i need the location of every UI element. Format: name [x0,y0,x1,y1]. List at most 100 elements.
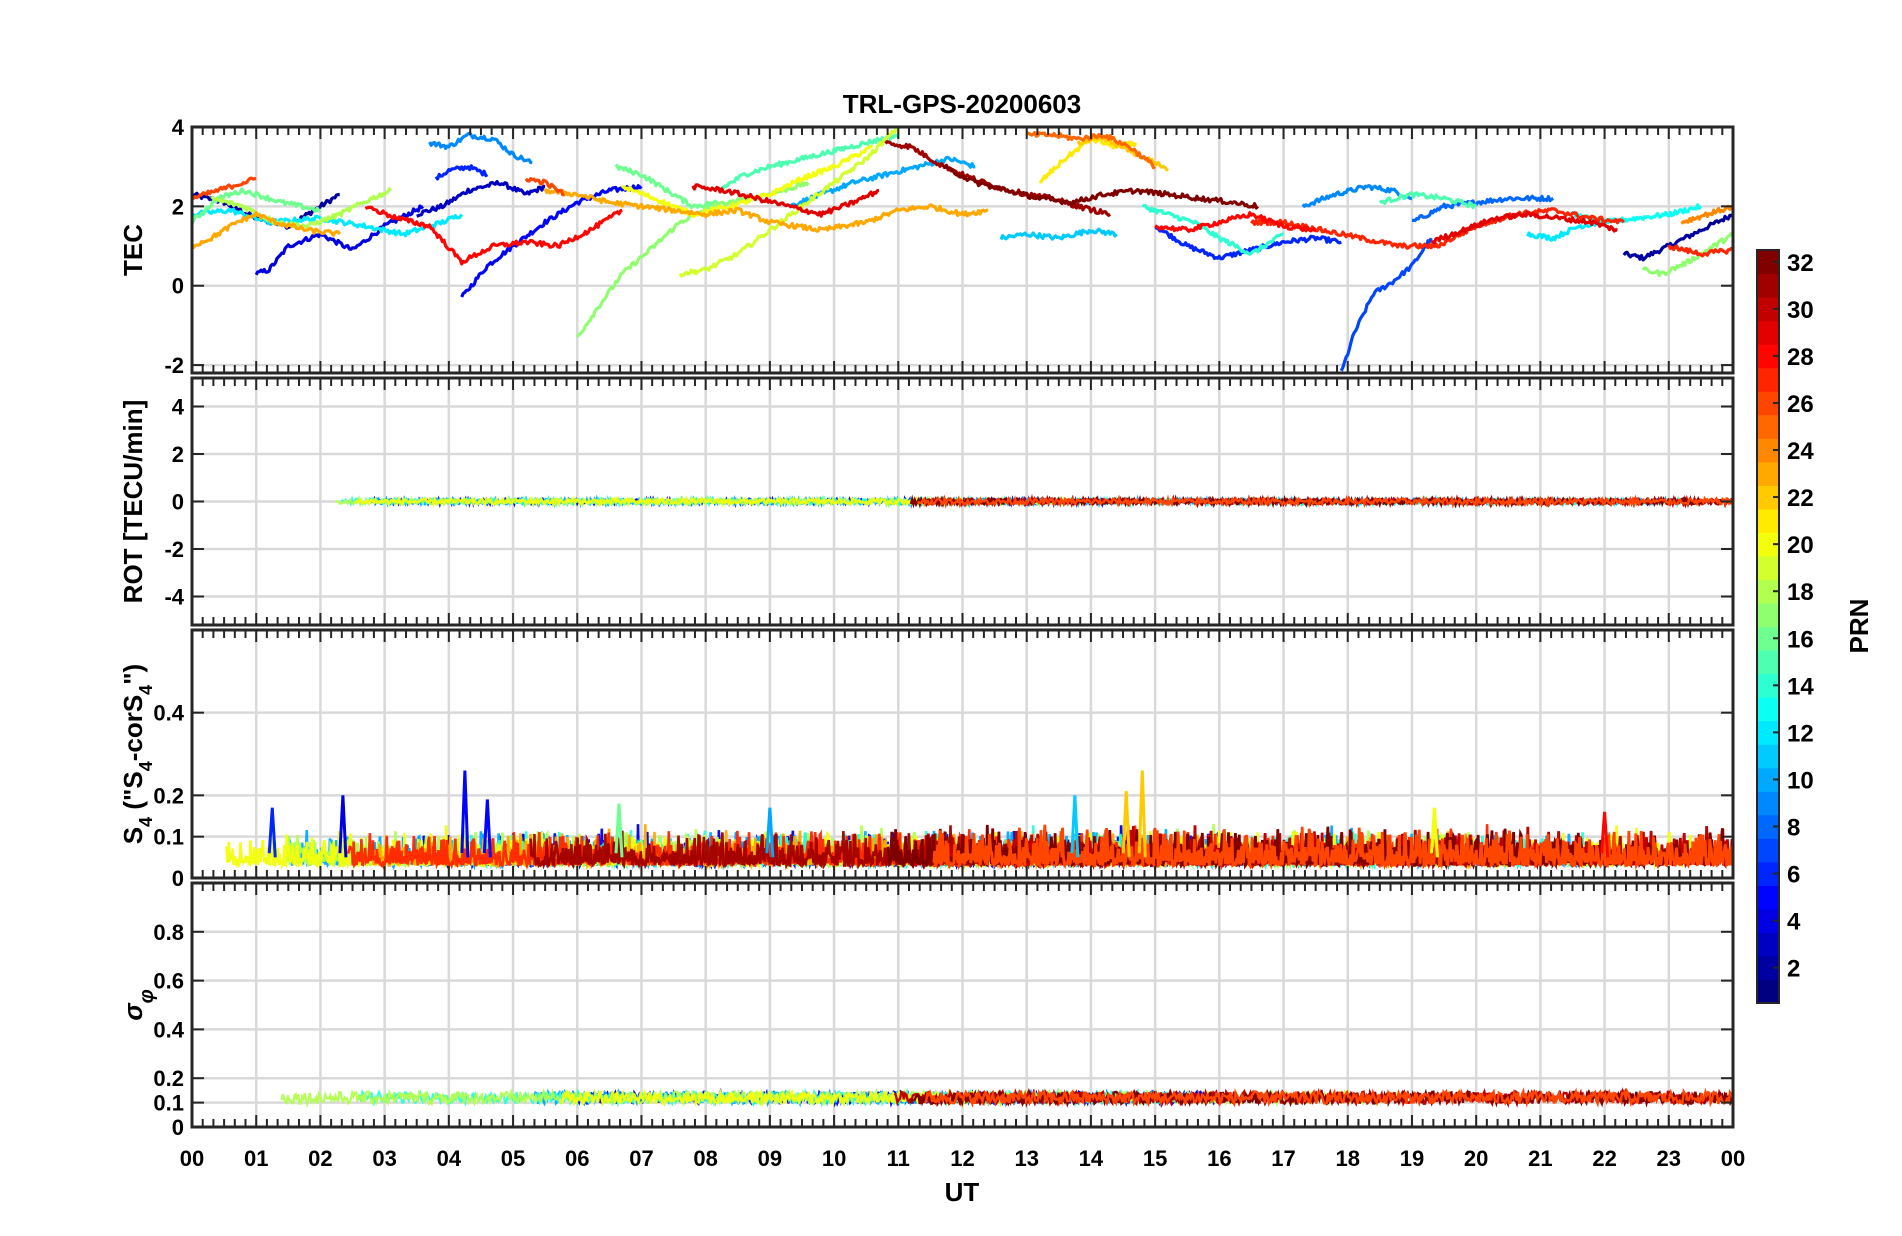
x-tick-label: 17 [1271,1146,1295,1171]
colorbar-bin [1757,697,1779,722]
x-tick-label: 21 [1528,1146,1552,1171]
x-tick-label: 03 [372,1146,396,1171]
colorbar-tick-label: 4 [1787,909,1801,936]
x-axis-label: UT [945,1177,980,1207]
colorbar-bin [1757,391,1779,416]
x-tick-label: 10 [822,1146,846,1171]
panel-s4: 0 0.1 0.2 0.4S4 ("S4-corS4") [118,628,1735,891]
y-tick-label: 4 [172,395,185,420]
sigma-trace [924,1087,1733,1108]
x-tick-label: 00 [1721,1146,1745,1171]
panel-tec: -2 0 2 4 TEC [118,115,1735,378]
s4-spike [1070,795,1080,858]
colorbar-tick-label: 18 [1787,579,1814,606]
y-tick-label: 0 [172,1115,184,1140]
colorbar-bin [1757,908,1779,934]
tec-series-prn-8 [1411,194,1554,222]
colorbar-bin [1757,955,1779,981]
colorbar-label: PRN [1844,599,1874,654]
colorbar-bin [1757,720,1779,745]
rot-data [334,493,1733,509]
tec-series-prn-15 [1378,191,1478,210]
s4-spike [482,799,492,858]
y-tick-label: 2 [172,442,184,467]
x-tick-label: 07 [629,1146,653,1171]
tec-series-prn-6 [434,164,489,181]
tec-series-prn-29 [1430,210,1618,245]
colorbar-bin [1757,650,1779,675]
s4-spike [1121,791,1131,858]
tec-series-prn-3 [416,179,546,218]
rot-trace [917,494,1733,509]
y-tick-label: 0.2 [153,783,184,808]
colorbar-bin [1757,438,1779,463]
colorbar-bin [1757,297,1779,322]
colorbar-tick-label: 30 [1787,297,1814,324]
x-tick-label: 16 [1207,1146,1231,1171]
colorbar-tick-label: 10 [1787,767,1814,794]
tec-series-prn-29 [691,183,880,218]
colorbar-bin [1757,344,1779,369]
colorbar-tick-label: 22 [1787,485,1814,512]
s4-spike [338,795,348,858]
s4-data [225,770,1733,871]
x-tick-label: 22 [1592,1146,1616,1171]
colorbar-tick-label: 6 [1787,862,1800,889]
y-axis-label-rot: ROT [TECU/min] [118,400,148,604]
s4-spike [614,803,624,858]
s4-spike [460,770,470,858]
y-tick-label: 0.4 [153,701,184,726]
y-tick-label: -2 [164,537,184,562]
sigma-trace [561,1087,1030,1108]
colorbar-bin [1757,602,1779,628]
colorbar-bin [1757,744,1779,769]
colorbar-bin [1757,885,1779,910]
colorbar-bin [1757,320,1779,345]
tec-series-prn-27 [1667,244,1733,258]
colorbar-bin [1757,508,1779,533]
tec-series-prn-31 [884,140,1112,217]
x-tick-label: 04 [437,1146,462,1171]
y-axis-label-tec: TEC [118,224,148,276]
x-tick-labels: 00 01 02 03 04 05 06 07 08 09 10 11 12 13 14 15 16 17 18 19… [180,1146,1745,1171]
colorbar-tick-label: 26 [1787,391,1814,418]
x-tick-label: 09 [758,1146,782,1171]
y-tick-label: 0 [172,490,184,515]
x-tick-label: 19 [1400,1146,1424,1171]
tec-series-prn-5 [460,184,643,298]
x-tick-label: 11 [887,1146,910,1171]
tec-data [192,127,1733,372]
colorbar-bin [1757,579,1779,604]
tec-series-prn-23 [192,211,342,250]
tec-series-prn-32 [942,164,1260,210]
tec-series-prn-16 [192,187,321,225]
y-tick-label: 4 [172,115,185,140]
tec-series-prn-26 [524,177,565,197]
x-tick-label: 20 [1464,1146,1488,1171]
tec-series-prn-24 [1680,204,1733,225]
s4-spike [1429,807,1439,858]
colorbar-tick-label: 14 [1787,673,1814,700]
panel-sigma: 00.10.2 0.4 0.6 0.8 σφ [118,881,1735,1140]
chart-title: TRL-GPS-20200603 [843,89,1081,119]
y-tick-label: 0.1 [153,1091,184,1116]
x-tick-label: 18 [1336,1146,1360,1171]
tec-series-prn-9 [1301,184,1413,208]
s4-spike [1600,811,1610,858]
colorbar-bin [1757,461,1779,486]
tec-series-prn-28 [364,205,623,266]
y-axis-label-sigma: σφ [118,989,158,1020]
colorbar-bin [1757,485,1779,510]
y-tick-label: 0 [172,274,184,299]
tec-series-prn-2 [1622,213,1733,262]
colorbar-tick-label: 12 [1787,720,1814,747]
x-tick-label: 15 [1143,1146,1167,1171]
y-tick-label: 2 [172,194,184,219]
s4-spike [765,807,775,858]
y-tick-label: 0.1 [153,825,184,850]
y-tick-label: -4 [164,585,184,610]
colorbar-bin [1757,979,1779,1004]
colorbar-bin [1757,814,1779,839]
